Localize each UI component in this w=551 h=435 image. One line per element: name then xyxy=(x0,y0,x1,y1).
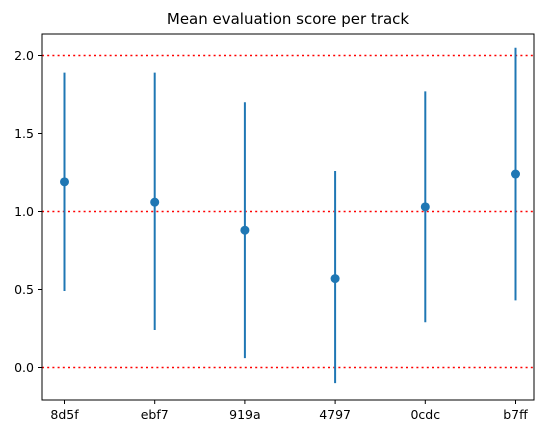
data-points xyxy=(60,169,520,284)
plot-frame xyxy=(41,33,535,401)
x-tick-label-8d5f: 8d5f xyxy=(50,407,79,422)
x-axis: 8d5f ebf7 919a 4797 0cdc b7ff xyxy=(50,400,528,422)
data-point-ebf7 xyxy=(150,197,160,207)
y-tick-label-0: 0.0 xyxy=(14,360,34,375)
x-tick-label-ebf7: ebf7 xyxy=(141,407,169,422)
y-axis: 0.0 0.5 1.0 1.5 2.0 xyxy=(14,48,42,375)
data-point-4797 xyxy=(330,274,340,284)
data-point-0cdc xyxy=(420,202,430,212)
data-point-919a xyxy=(240,225,250,235)
chart-title: Mean evaluation score per track xyxy=(167,10,410,28)
data-point-b7ff xyxy=(511,169,520,179)
y-tick-label-3: 1.5 xyxy=(14,126,34,141)
x-tick-label-b7ff: b7ff xyxy=(503,407,528,422)
reference-lines xyxy=(42,54,534,369)
x-tick-label-0cdc: 0cdc xyxy=(410,407,440,422)
data-point-8d5f xyxy=(60,177,69,187)
y-tick-label-1: 0.5 xyxy=(14,282,34,297)
error-bars xyxy=(63,47,517,384)
y-tick-label-2: 1.0 xyxy=(14,204,34,219)
x-tick-label-4797: 4797 xyxy=(319,407,351,422)
y-tick-label-4: 2.0 xyxy=(14,48,34,63)
x-tick-label-919a: 919a xyxy=(229,407,261,422)
